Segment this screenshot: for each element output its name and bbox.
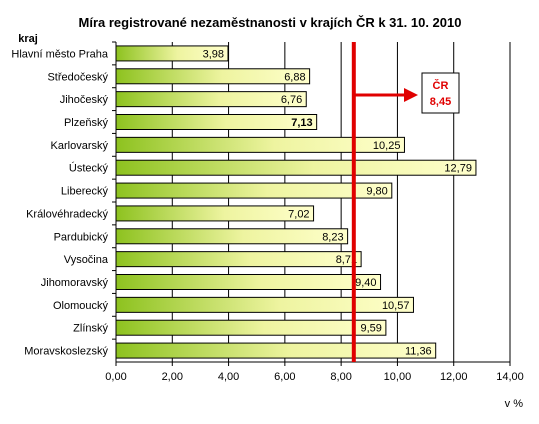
bar xyxy=(115,274,382,290)
category-label: Pardubický xyxy=(54,231,109,243)
bar-value-label: 7,02 xyxy=(288,208,309,220)
bar-value-label: 9,40 xyxy=(355,277,376,289)
bar xyxy=(115,136,405,153)
category-label: Plzeňský xyxy=(64,117,109,129)
x-tick-label: 0,00 xyxy=(105,371,126,383)
bar xyxy=(115,342,437,359)
category-label: Ústecký xyxy=(69,162,109,175)
x-tick-label: 14,00 xyxy=(496,371,524,383)
category-label: Středočeský xyxy=(47,71,108,83)
x-tick-label: 2,00 xyxy=(162,371,183,383)
category-label: Jihomoravský xyxy=(41,277,109,289)
category-label: Jihočeský xyxy=(60,94,109,106)
bar xyxy=(115,68,311,85)
bar xyxy=(115,319,387,336)
tick-labels: 0,00 2,00 4,00 6,00 8,00 10,00 12,00 14,00 xyxy=(105,371,523,383)
category-label: Liberecký xyxy=(61,186,109,198)
bar-value-label: 12,79 xyxy=(444,163,472,175)
x-tick-label: 6,00 xyxy=(274,371,295,383)
reference-label-value: 8,45 xyxy=(430,96,451,108)
bar-value-label: 9,59 xyxy=(360,323,381,335)
bar xyxy=(115,205,315,222)
x-tick-label: 4,00 xyxy=(218,371,239,383)
category-label: Hlavní město Praha xyxy=(11,48,108,60)
category-label: Moravskoslezský xyxy=(24,346,108,358)
category-label: Královéhradecký xyxy=(26,208,108,220)
bar xyxy=(115,91,307,108)
bar xyxy=(115,296,414,313)
bar xyxy=(115,251,362,268)
x-axis-title: v % xyxy=(505,398,524,410)
bar-value-label: 9,80 xyxy=(366,186,387,198)
bar xyxy=(115,182,393,199)
reference-group: ČR 8,45 xyxy=(351,42,460,362)
bar-value-label: 3,98 xyxy=(203,48,224,60)
bar-value-label: 7,13 xyxy=(291,117,312,129)
bar-value-label: 8,71 xyxy=(336,254,357,266)
bar-value-label: 6,76 xyxy=(281,94,302,106)
category-label: Karlovarský xyxy=(51,140,109,152)
x-tick-label: 8,00 xyxy=(330,371,351,383)
bar-value-label: 8,23 xyxy=(322,231,343,243)
bar-value-label: 10,25 xyxy=(373,140,401,152)
bar-value-label: 11,36 xyxy=(405,346,432,358)
bar xyxy=(115,159,477,176)
y-axis-title: kraj xyxy=(18,33,38,45)
reference-label-name: ČR xyxy=(433,79,449,92)
bar-value-label: 10,57 xyxy=(382,300,410,312)
reference-arrow-head xyxy=(404,88,418,102)
reference-label-box xyxy=(421,72,460,114)
category-labels: Hlavní město Praha Středočeský Jihočeský Pl… xyxy=(11,48,108,357)
chart-title: Míra registrované nezaměstnanosti v kraj… xyxy=(79,15,462,30)
bar-value-label: 6,88 xyxy=(284,71,305,83)
axes-group xyxy=(112,41,511,366)
bar xyxy=(115,114,318,130)
bar xyxy=(115,228,349,245)
category-label: Vysočina xyxy=(64,254,109,266)
category-label: Olomoucký xyxy=(53,300,109,312)
category-label: Zlínský xyxy=(73,323,108,335)
x-tick-label: 10,00 xyxy=(384,371,412,383)
x-tick-label: 12,00 xyxy=(440,371,468,383)
